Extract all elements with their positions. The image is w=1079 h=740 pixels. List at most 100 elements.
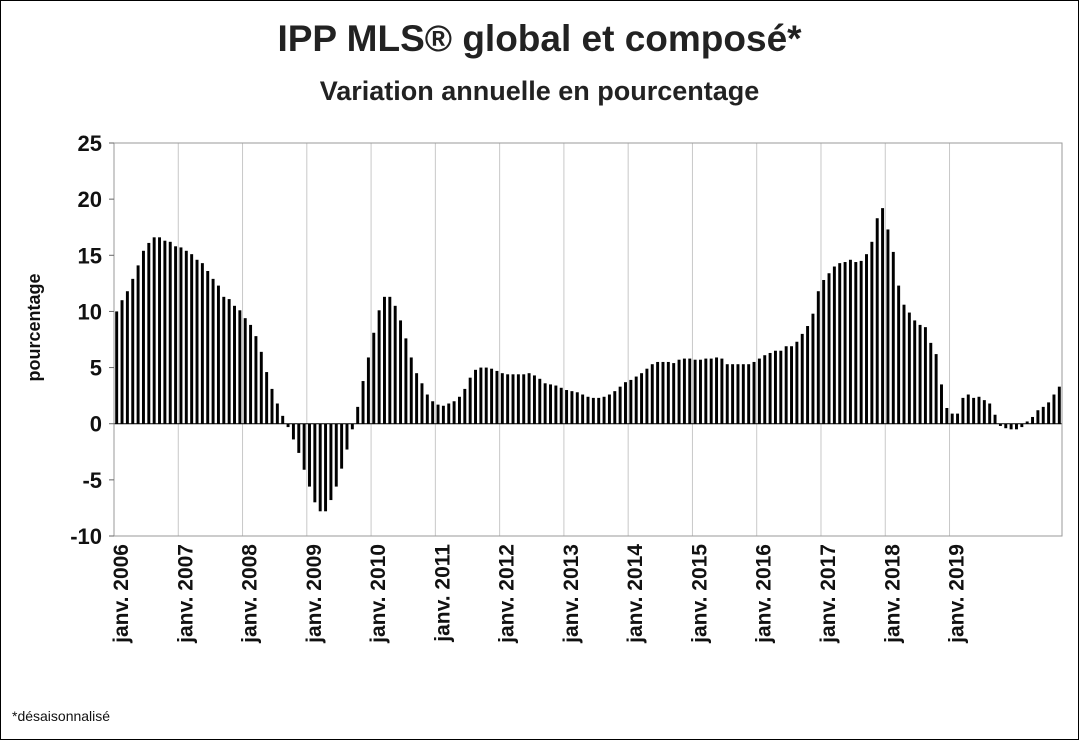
bar	[495, 370, 499, 424]
bar	[222, 296, 226, 424]
bar	[565, 390, 569, 424]
bar	[747, 364, 751, 424]
x-tick-label: janv. 2018	[881, 544, 904, 644]
bar	[672, 363, 676, 424]
bar	[543, 383, 547, 424]
bar	[318, 423, 322, 512]
bar	[1004, 423, 1008, 429]
bar	[463, 388, 467, 424]
bar	[1009, 423, 1013, 430]
bar	[977, 396, 981, 424]
bar	[661, 361, 665, 424]
bar	[677, 359, 681, 424]
bar	[682, 358, 686, 424]
bar	[345, 423, 349, 450]
bar	[923, 327, 927, 424]
bar	[238, 310, 242, 424]
bar	[1020, 423, 1024, 428]
bar	[516, 374, 520, 424]
bar	[656, 361, 660, 424]
bar	[431, 401, 435, 424]
bar	[393, 305, 397, 424]
bar	[409, 357, 413, 424]
bar	[549, 384, 552, 424]
bar	[972, 397, 976, 424]
bar	[913, 320, 917, 424]
x-tick-label: janv. 2010	[367, 544, 390, 644]
bar	[1041, 406, 1045, 424]
bar	[779, 350, 783, 424]
x-tick-label: janv. 2017	[817, 544, 840, 644]
bars-layer	[115, 208, 1061, 512]
x-tick-label: janv. 2006	[110, 544, 133, 644]
bar	[624, 382, 627, 424]
bar	[249, 324, 253, 424]
y-tick-label: 5	[90, 356, 102, 381]
y-tick-label: 10	[78, 299, 102, 324]
bar	[881, 208, 885, 424]
bar	[356, 406, 360, 424]
bar	[216, 285, 220, 424]
bar	[581, 394, 585, 424]
bar	[404, 338, 408, 424]
bar	[490, 368, 494, 424]
y-tick-label: 0	[90, 412, 102, 437]
bar	[763, 355, 767, 424]
y-tick-label: 20	[78, 187, 102, 212]
bar	[757, 358, 761, 424]
bar	[366, 357, 370, 424]
bar	[425, 394, 429, 424]
bar	[618, 386, 622, 424]
bar	[607, 394, 611, 424]
bar	[195, 259, 199, 424]
bar	[597, 397, 601, 424]
bar	[666, 361, 670, 424]
bar	[811, 313, 815, 424]
bar	[602, 396, 606, 424]
bar	[575, 392, 579, 424]
bar	[918, 324, 922, 424]
y-axis-title: pourcentage	[24, 273, 44, 381]
bar	[945, 407, 949, 424]
bar	[200, 263, 204, 424]
bar	[795, 341, 799, 424]
bar	[265, 372, 269, 424]
bar	[211, 278, 215, 424]
bar	[709, 358, 713, 424]
bar	[291, 423, 295, 440]
bar	[532, 375, 536, 424]
bar	[190, 254, 194, 424]
bar	[875, 218, 879, 424]
bar	[350, 423, 354, 430]
bar	[940, 384, 943, 424]
bar	[629, 379, 633, 424]
x-axis-ticks: janv. 2006 janv. 2007 janv. 2008 janv. 2009…	[110, 544, 969, 644]
bar	[174, 246, 178, 424]
bar	[693, 359, 697, 424]
bar	[484, 367, 488, 424]
bar	[736, 364, 740, 424]
bar	[184, 250, 188, 424]
bar	[340, 423, 344, 469]
bar	[634, 376, 638, 424]
bar	[479, 367, 483, 424]
bar	[286, 423, 290, 428]
bar	[956, 413, 960, 424]
bar	[147, 242, 151, 424]
bar	[934, 354, 938, 424]
bar	[752, 361, 756, 424]
bar	[859, 260, 863, 424]
y-tick-label: -10	[70, 524, 102, 549]
bar	[452, 401, 456, 424]
bar	[313, 423, 317, 503]
bar	[259, 351, 263, 424]
bar	[377, 310, 381, 424]
bar	[233, 305, 236, 424]
bar	[773, 350, 777, 424]
bar	[993, 414, 997, 424]
bar	[1015, 423, 1018, 430]
bar	[554, 385, 558, 424]
bar	[168, 241, 172, 424]
x-tick-label: janv. 2012	[496, 544, 519, 644]
bar	[800, 333, 804, 424]
